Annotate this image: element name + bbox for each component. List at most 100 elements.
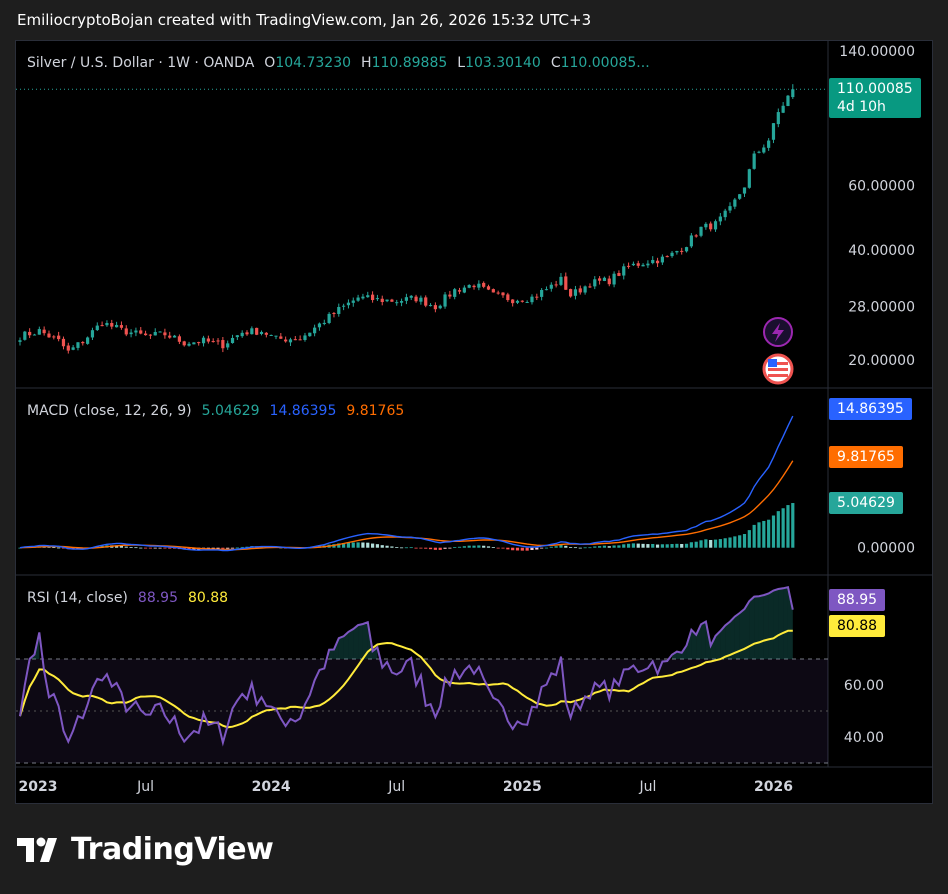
price-candle[interactable] <box>356 294 360 302</box>
price-candle[interactable] <box>699 226 703 238</box>
price-candle[interactable] <box>622 263 626 280</box>
price-candle[interactable] <box>361 293 365 300</box>
price-candle[interactable] <box>18 337 22 346</box>
price-candle[interactable] <box>704 222 708 230</box>
price-candle[interactable] <box>351 297 355 307</box>
price-candle[interactable] <box>47 330 51 338</box>
price-candle[interactable] <box>409 295 413 301</box>
price-candle[interactable] <box>694 234 698 238</box>
price-candle[interactable] <box>395 299 399 306</box>
macd-pane[interactable] <box>18 415 795 552</box>
macd-legend[interactable]: MACD (close, 12, 26, 9) 5.04629 14.86395 9.… <box>27 403 414 419</box>
price-candle[interactable] <box>28 328 32 339</box>
price-candle[interactable] <box>201 335 206 347</box>
price-candle[interactable] <box>448 290 452 299</box>
main-legend[interactable]: Silver / U.S. Dollar · 1W · OANDA O104.73… <box>27 55 660 71</box>
price-candle[interactable] <box>182 340 186 347</box>
chart-frame[interactable]: 140.00000 60.00000 40.00000 28.00000 20.0000… <box>15 40 933 804</box>
price-candle[interactable] <box>491 288 495 293</box>
price-candle[interactable] <box>230 334 235 344</box>
price-candle[interactable] <box>535 293 539 301</box>
price-candle[interactable] <box>482 281 486 289</box>
price-candle[interactable] <box>583 285 587 295</box>
price-candle[interactable] <box>255 327 259 336</box>
price-candle[interactable] <box>115 321 119 328</box>
us-flag-event-icon[interactable] <box>762 353 794 385</box>
price-candle[interactable] <box>57 331 61 342</box>
price-candle[interactable] <box>250 326 254 335</box>
price-candle[interactable] <box>723 208 727 221</box>
price-candle[interactable] <box>385 299 389 303</box>
price-candle[interactable] <box>626 262 631 269</box>
price-candle[interactable] <box>139 327 143 335</box>
price-candle[interactable] <box>206 335 210 344</box>
price-candle[interactable] <box>602 276 607 282</box>
price-candle[interactable] <box>791 84 795 99</box>
price-candle[interactable] <box>670 251 674 258</box>
price-candle[interactable] <box>42 326 46 336</box>
price-candle[interactable] <box>646 260 650 268</box>
price-candle[interactable] <box>380 295 384 306</box>
price-candle[interactable] <box>651 256 655 265</box>
price-candle[interactable] <box>119 321 124 330</box>
price-candle[interactable] <box>655 257 660 267</box>
rsi-legend[interactable]: RSI (14, close) 88.95 80.88 <box>27 590 238 606</box>
price-candle[interactable] <box>66 342 70 354</box>
price-candle[interactable] <box>100 321 104 327</box>
price-candle[interactable] <box>747 168 751 189</box>
price-candle[interactable] <box>284 336 288 343</box>
price-candle[interactable] <box>279 333 283 339</box>
price-candle[interactable] <box>631 261 636 267</box>
price-candle[interactable] <box>76 342 80 351</box>
price-candle[interactable] <box>588 283 592 288</box>
price-candle[interactable] <box>472 284 476 290</box>
price-candle[interactable] <box>337 303 341 317</box>
price-candle[interactable] <box>322 319 326 326</box>
price-candle[interactable] <box>776 108 780 128</box>
price-candle[interactable] <box>81 341 85 346</box>
price-candle[interactable] <box>163 328 167 339</box>
price-candle[interactable] <box>689 233 693 249</box>
price-candle[interactable] <box>37 326 41 335</box>
price-candle[interactable] <box>660 254 664 265</box>
price-candle[interactable] <box>438 304 442 310</box>
price-candle[interactable] <box>786 94 790 107</box>
price-candle[interactable] <box>573 285 578 300</box>
price-candle[interactable] <box>433 302 437 313</box>
price-candle[interactable] <box>187 341 191 347</box>
price-candle[interactable] <box>264 332 268 338</box>
price-candle[interactable] <box>525 300 529 304</box>
price-candle[interactable] <box>32 333 37 336</box>
price-candle[interactable] <box>443 292 447 309</box>
price-candle[interactable] <box>245 330 249 336</box>
price-candle[interactable] <box>404 293 408 305</box>
tradingview-logo[interactable]: TradingView <box>17 832 274 867</box>
price-candle[interactable] <box>192 342 196 345</box>
price-candle[interactable] <box>424 295 428 308</box>
price-candle[interactable] <box>728 202 732 214</box>
rsi-title[interactable]: RSI (14, close) <box>27 590 128 606</box>
price-candle[interactable] <box>520 300 524 303</box>
price-candle[interactable] <box>607 275 611 287</box>
price-candle[interactable] <box>143 330 148 336</box>
price-candle[interactable] <box>317 322 322 331</box>
price-candle[interactable] <box>684 246 689 253</box>
price-candle[interactable] <box>718 213 722 226</box>
price-candle[interactable] <box>197 341 201 346</box>
price-candle[interactable] <box>713 219 718 232</box>
price-candle[interactable] <box>569 288 573 298</box>
price-candle[interactable] <box>240 330 244 338</box>
price-candle[interactable] <box>332 311 336 318</box>
price-candle[interactable] <box>419 295 423 305</box>
rsi-line[interactable] <box>19 586 794 747</box>
chart-canvas[interactable]: 140.00000 60.00000 40.00000 28.00000 20.0000… <box>16 41 932 803</box>
price-candle[interactable] <box>617 270 621 277</box>
price-candle[interactable] <box>71 344 75 351</box>
price-candle[interactable] <box>453 287 457 300</box>
price-candle[interactable] <box>515 299 520 305</box>
price-candle[interactable] <box>530 294 534 305</box>
price-candle[interactable] <box>124 325 128 337</box>
price-candle[interactable] <box>554 280 558 288</box>
price-candle[interactable] <box>680 247 684 255</box>
price-candle[interactable] <box>172 334 177 338</box>
